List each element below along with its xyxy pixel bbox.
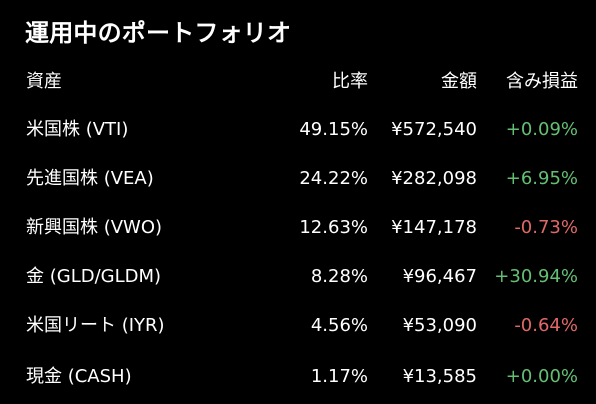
column-header-ratio: 比率 bbox=[332, 71, 368, 92]
column-header-amount: 金額 bbox=[441, 71, 477, 92]
asset-name: 現金 (CASH) bbox=[26, 366, 132, 387]
column-header-asset: 資産 bbox=[26, 71, 62, 92]
asset-unrealized-pl: -0.64% bbox=[514, 315, 578, 336]
asset-unrealized-pl: +30.94% bbox=[494, 266, 578, 287]
asset-ratio: 24.22% bbox=[299, 168, 368, 189]
table-row[interactable]: 現金 (CASH) 1.17% ¥13,585 +0.00% bbox=[0, 362, 596, 392]
asset-name: 先進国株 (VEA) bbox=[26, 168, 154, 189]
asset-amount: ¥282,098 bbox=[391, 168, 477, 189]
asset-ratio: 12.63% bbox=[299, 217, 368, 238]
asset-ratio: 49.15% bbox=[299, 119, 368, 140]
asset-name: 新興国株 (VWO) bbox=[26, 217, 163, 238]
table-row[interactable]: 米国株 (VTI) 49.15% ¥572,540 +0.09% bbox=[0, 115, 596, 145]
asset-amount: ¥96,467 bbox=[402, 266, 477, 287]
asset-ratio: 8.28% bbox=[310, 266, 368, 287]
table-row[interactable]: 金 (GLD/GLDM) 8.28% ¥96,467 +30.94% bbox=[0, 262, 596, 292]
table-row[interactable]: 米国リート (IYR) 4.56% ¥53,090 -0.64% bbox=[0, 311, 596, 341]
asset-amount: ¥53,090 bbox=[402, 315, 477, 336]
asset-amount: ¥147,178 bbox=[391, 217, 477, 238]
table-header: 資産 比率 金額 含み損益 bbox=[0, 67, 596, 97]
page-title: 運用中のポートフォリオ bbox=[25, 19, 292, 47]
asset-ratio: 4.56% bbox=[310, 315, 368, 336]
asset-amount: ¥13,585 bbox=[402, 366, 477, 387]
asset-unrealized-pl: +6.95% bbox=[505, 168, 578, 189]
asset-name: 金 (GLD/GLDM) bbox=[26, 266, 162, 287]
table-row[interactable]: 新興国株 (VWO) 12.63% ¥147,178 -0.73% bbox=[0, 213, 596, 243]
column-header-unrealized-pl: 含み損益 bbox=[506, 71, 578, 92]
asset-name: 米国株 (VTI) bbox=[26, 119, 129, 140]
asset-unrealized-pl: +0.09% bbox=[505, 119, 578, 140]
asset-amount: ¥572,540 bbox=[391, 119, 477, 140]
asset-ratio: 1.17% bbox=[310, 366, 368, 387]
asset-unrealized-pl: -0.73% bbox=[514, 217, 578, 238]
asset-unrealized-pl: +0.00% bbox=[505, 366, 578, 387]
asset-name: 米国リート (IYR) bbox=[26, 315, 165, 336]
table-row[interactable]: 先進国株 (VEA) 24.22% ¥282,098 +6.95% bbox=[0, 164, 596, 194]
